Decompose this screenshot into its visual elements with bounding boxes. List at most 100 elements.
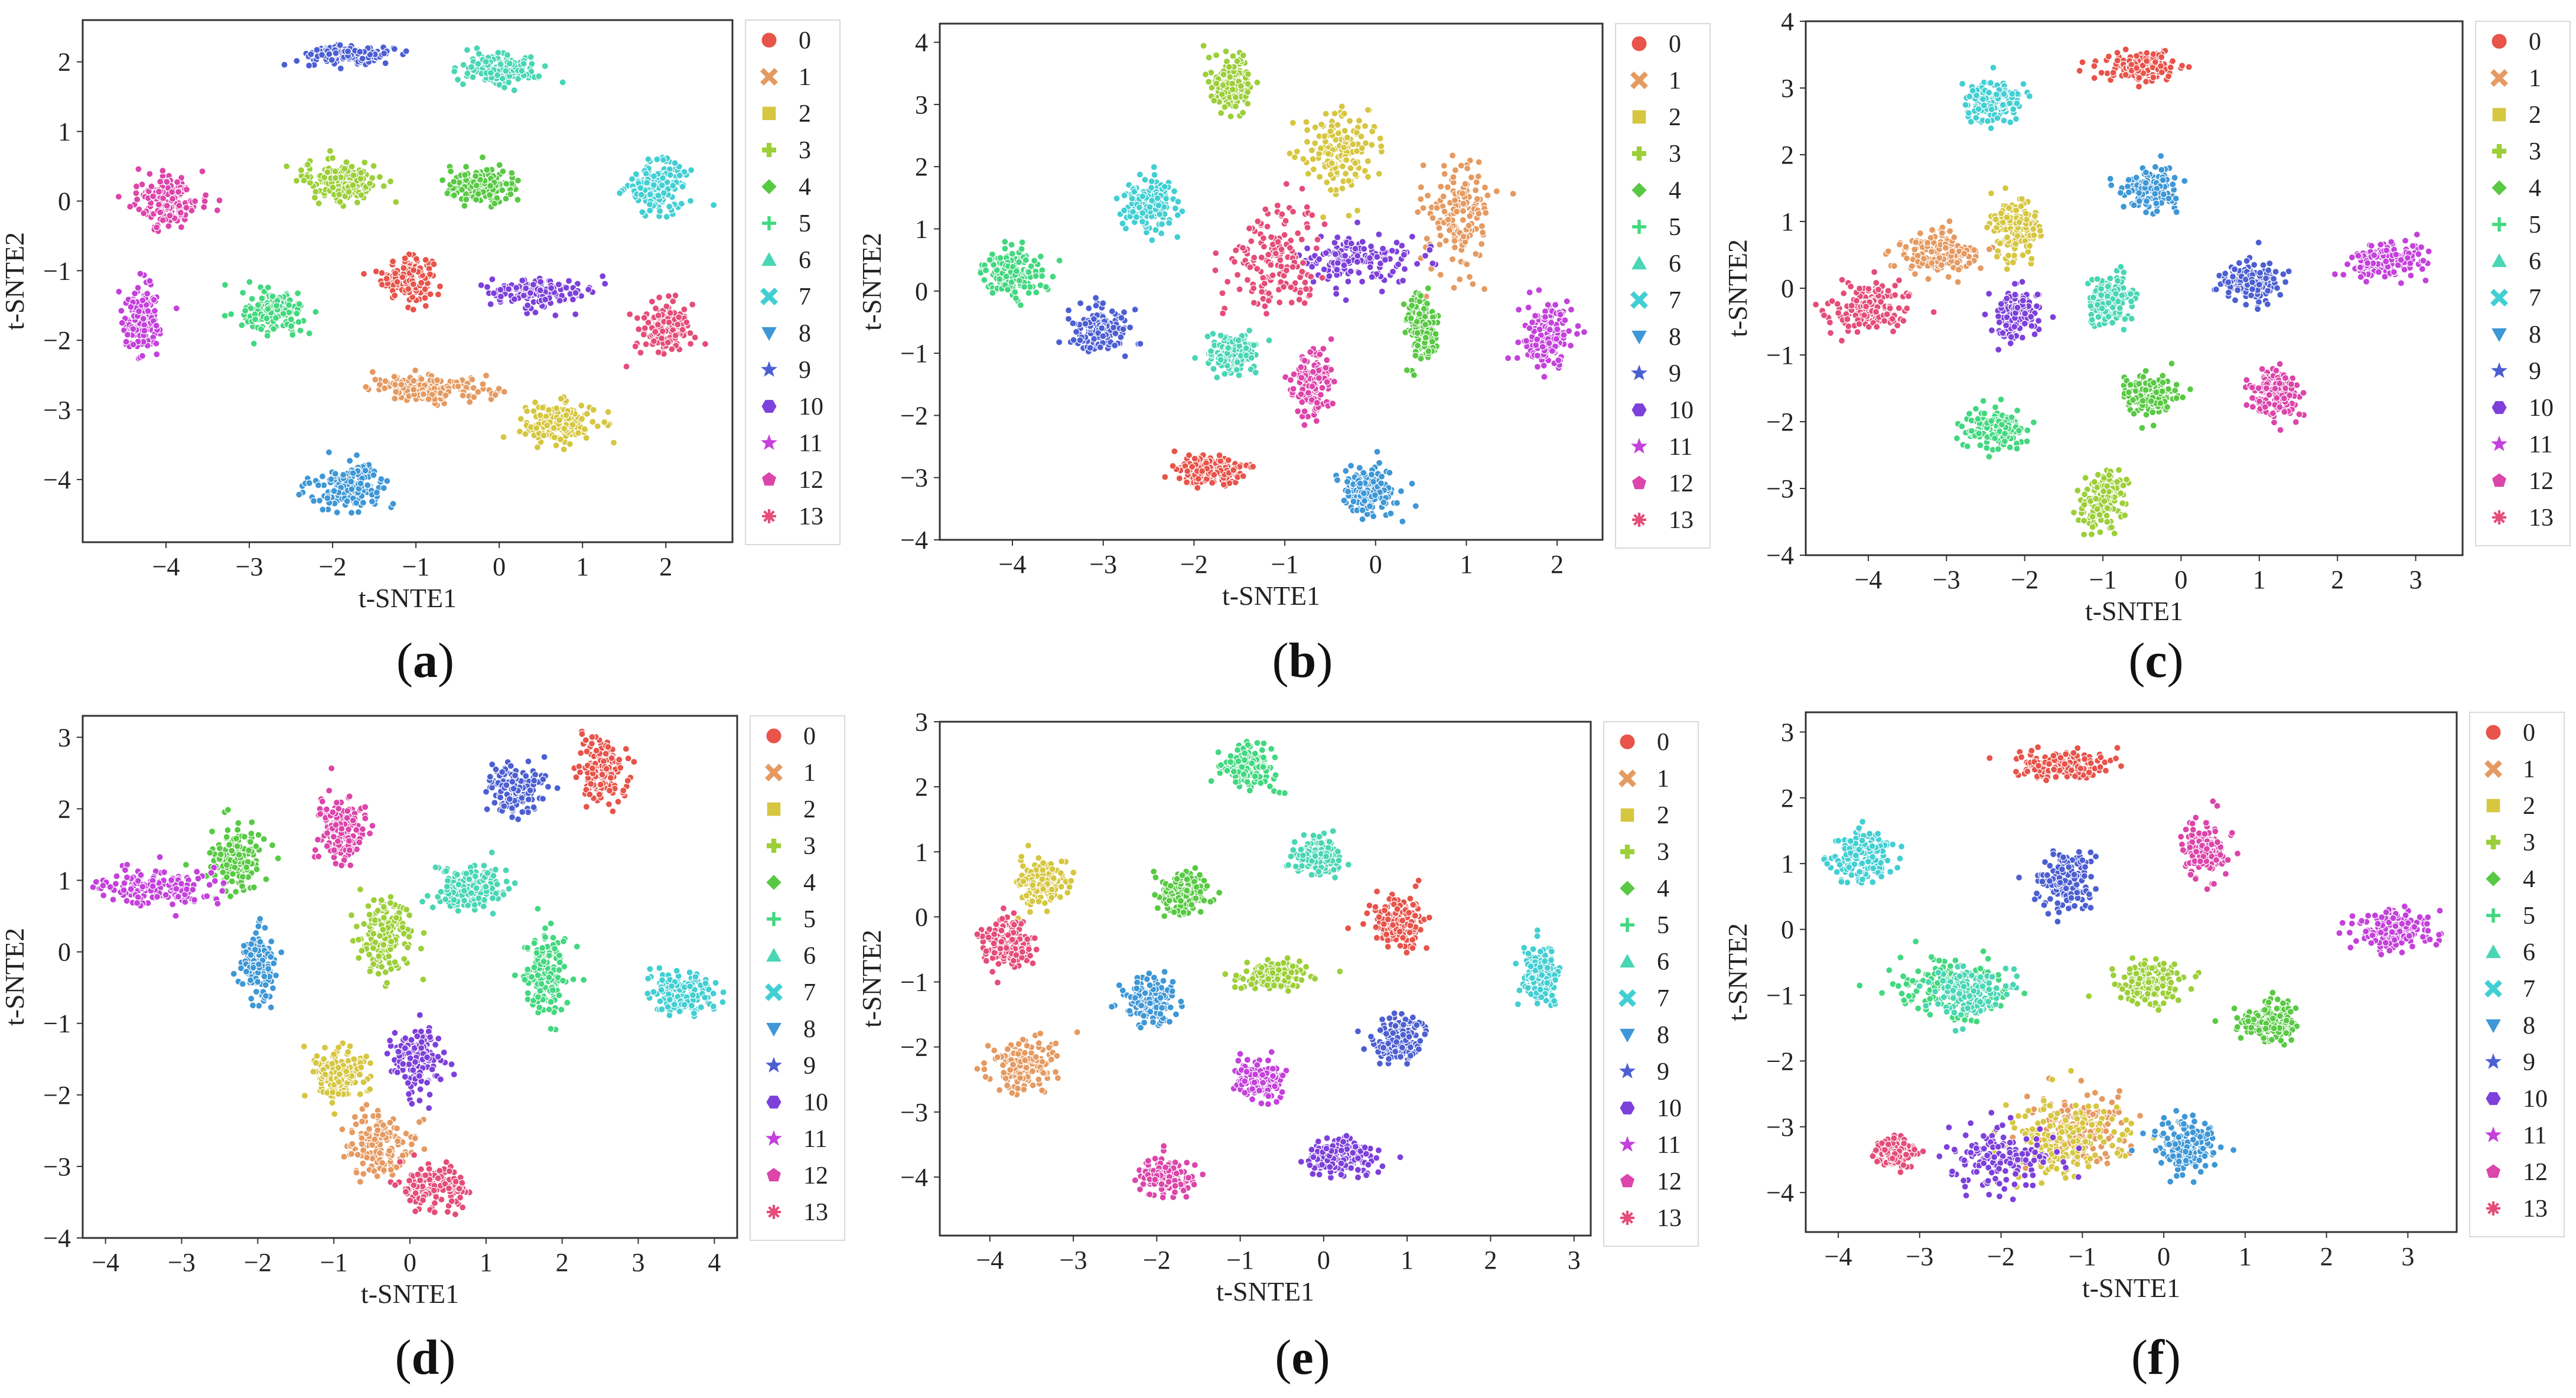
point [295, 300, 303, 308]
point [1316, 350, 1324, 359]
point [272, 314, 280, 322]
point [650, 181, 657, 189]
point [157, 178, 164, 185]
point [1022, 256, 1030, 264]
point [392, 388, 400, 396]
point [325, 50, 333, 58]
point [378, 269, 386, 277]
point [138, 352, 146, 360]
point [1235, 337, 1242, 344]
point [1417, 195, 1425, 203]
point [1515, 306, 1523, 314]
point [1343, 133, 1351, 141]
point [1139, 209, 1147, 217]
point [529, 281, 538, 288]
point [1170, 187, 1178, 195]
point [468, 376, 476, 383]
point [1380, 498, 1388, 506]
point [1541, 373, 1548, 381]
point [372, 376, 379, 383]
triangle-down-marker [761, 327, 777, 341]
point [1366, 502, 1374, 510]
point [650, 172, 658, 180]
x-tick-label: −3 [236, 552, 263, 581]
point [153, 350, 161, 359]
point [504, 285, 513, 293]
point [1407, 314, 1415, 322]
cluster-7 [616, 154, 718, 221]
point [221, 281, 229, 289]
point [487, 300, 494, 308]
point [1308, 383, 1316, 390]
point [487, 69, 495, 77]
point [295, 318, 302, 326]
point [1237, 82, 1245, 90]
point [659, 174, 667, 182]
point [1258, 288, 1266, 296]
point [383, 275, 390, 282]
point [1090, 315, 1098, 323]
point [412, 255, 421, 263]
point [311, 194, 319, 201]
point [520, 60, 527, 68]
point [1460, 233, 1467, 240]
point [479, 380, 487, 388]
point [1467, 174, 1476, 181]
point [490, 289, 498, 297]
point [1161, 473, 1169, 481]
point [1451, 243, 1458, 251]
point [1096, 343, 1104, 351]
point [1262, 309, 1271, 318]
cluster-9 [281, 41, 410, 73]
point [289, 331, 297, 339]
y-tick-label: 2 [58, 48, 71, 77]
point [239, 289, 247, 296]
plus-marker [762, 143, 776, 157]
point [1313, 399, 1321, 407]
point [1327, 335, 1335, 343]
point [1319, 213, 1327, 221]
point [389, 258, 397, 265]
point [1389, 268, 1397, 275]
point [1368, 273, 1376, 281]
point [1349, 141, 1357, 148]
cluster-9 [1056, 294, 1144, 360]
point [1515, 338, 1522, 346]
point [1482, 209, 1490, 217]
point [333, 509, 341, 516]
point [1225, 63, 1233, 71]
cluster-11 [115, 270, 180, 363]
point [659, 327, 666, 335]
point [1098, 324, 1106, 332]
point [410, 386, 418, 393]
point [357, 169, 365, 177]
point [430, 260, 438, 268]
point [666, 309, 674, 317]
point [665, 318, 673, 326]
point [1342, 296, 1350, 304]
point [1225, 456, 1232, 464]
point [572, 310, 579, 318]
cluster-6 [1191, 327, 1273, 382]
point [642, 170, 650, 178]
point [1171, 447, 1178, 455]
y-axis-label: t-SNTE2 [858, 233, 887, 331]
point [307, 50, 315, 58]
point [1415, 310, 1424, 318]
point [159, 167, 167, 175]
point [1099, 299, 1107, 307]
point [652, 304, 660, 312]
point [1387, 510, 1395, 517]
legend-label: 3 [799, 137, 811, 164]
point [701, 340, 709, 348]
point [281, 61, 288, 69]
point [434, 291, 442, 298]
point [362, 383, 370, 391]
cluster-0 [1161, 447, 1257, 492]
point [1436, 241, 1444, 249]
point [1539, 343, 1546, 351]
point [640, 331, 648, 338]
point [1379, 245, 1387, 253]
point [1393, 499, 1401, 507]
y-tick-label: 1 [58, 118, 71, 146]
